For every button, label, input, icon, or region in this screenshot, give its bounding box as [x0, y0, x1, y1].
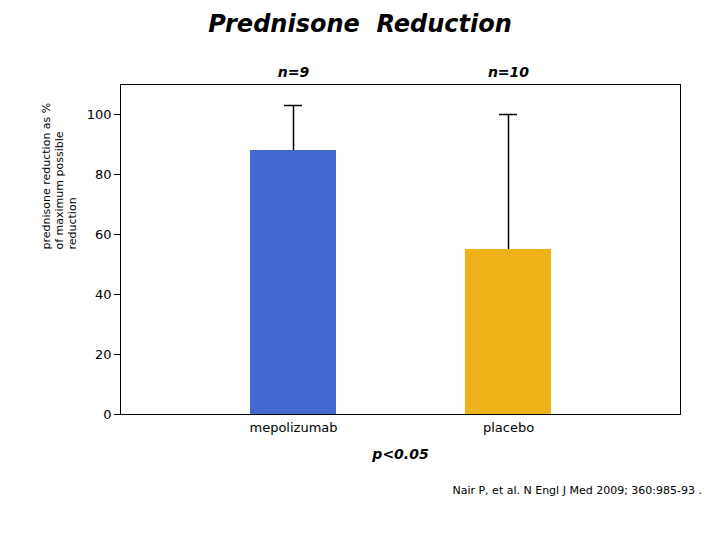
- svg-text:prednisone reduction as %of ma: prednisone reduction as %of maximum poss…: [40, 103, 79, 250]
- html-text:Nair P, et al. N Engl J Med 20: Nair P, et al. N Engl J Med 2009; 360:98…: [452, 484, 702, 497]
- svg-text:80: 80: [95, 167, 112, 182]
- svg-text:p<0.05: p<0.05: [371, 446, 429, 462]
- svg-text:placebo: placebo: [483, 420, 534, 435]
- html-text:Prednisone Reduction: Prednisone Reduction: [208, 10, 512, 38]
- svg-text:20: 20: [95, 347, 112, 362]
- svg-text:n=9: n=9: [278, 64, 310, 80]
- svg-text:40: 40: [95, 287, 112, 302]
- svg-text:0: 0: [103, 407, 111, 422]
- svg-text:mepolizumab: mepolizumab: [249, 420, 337, 435]
- svg-text:60: 60: [95, 227, 112, 242]
- svg-text:n=10: n=10: [488, 64, 529, 80]
- svg-text:100: 100: [87, 107, 112, 122]
